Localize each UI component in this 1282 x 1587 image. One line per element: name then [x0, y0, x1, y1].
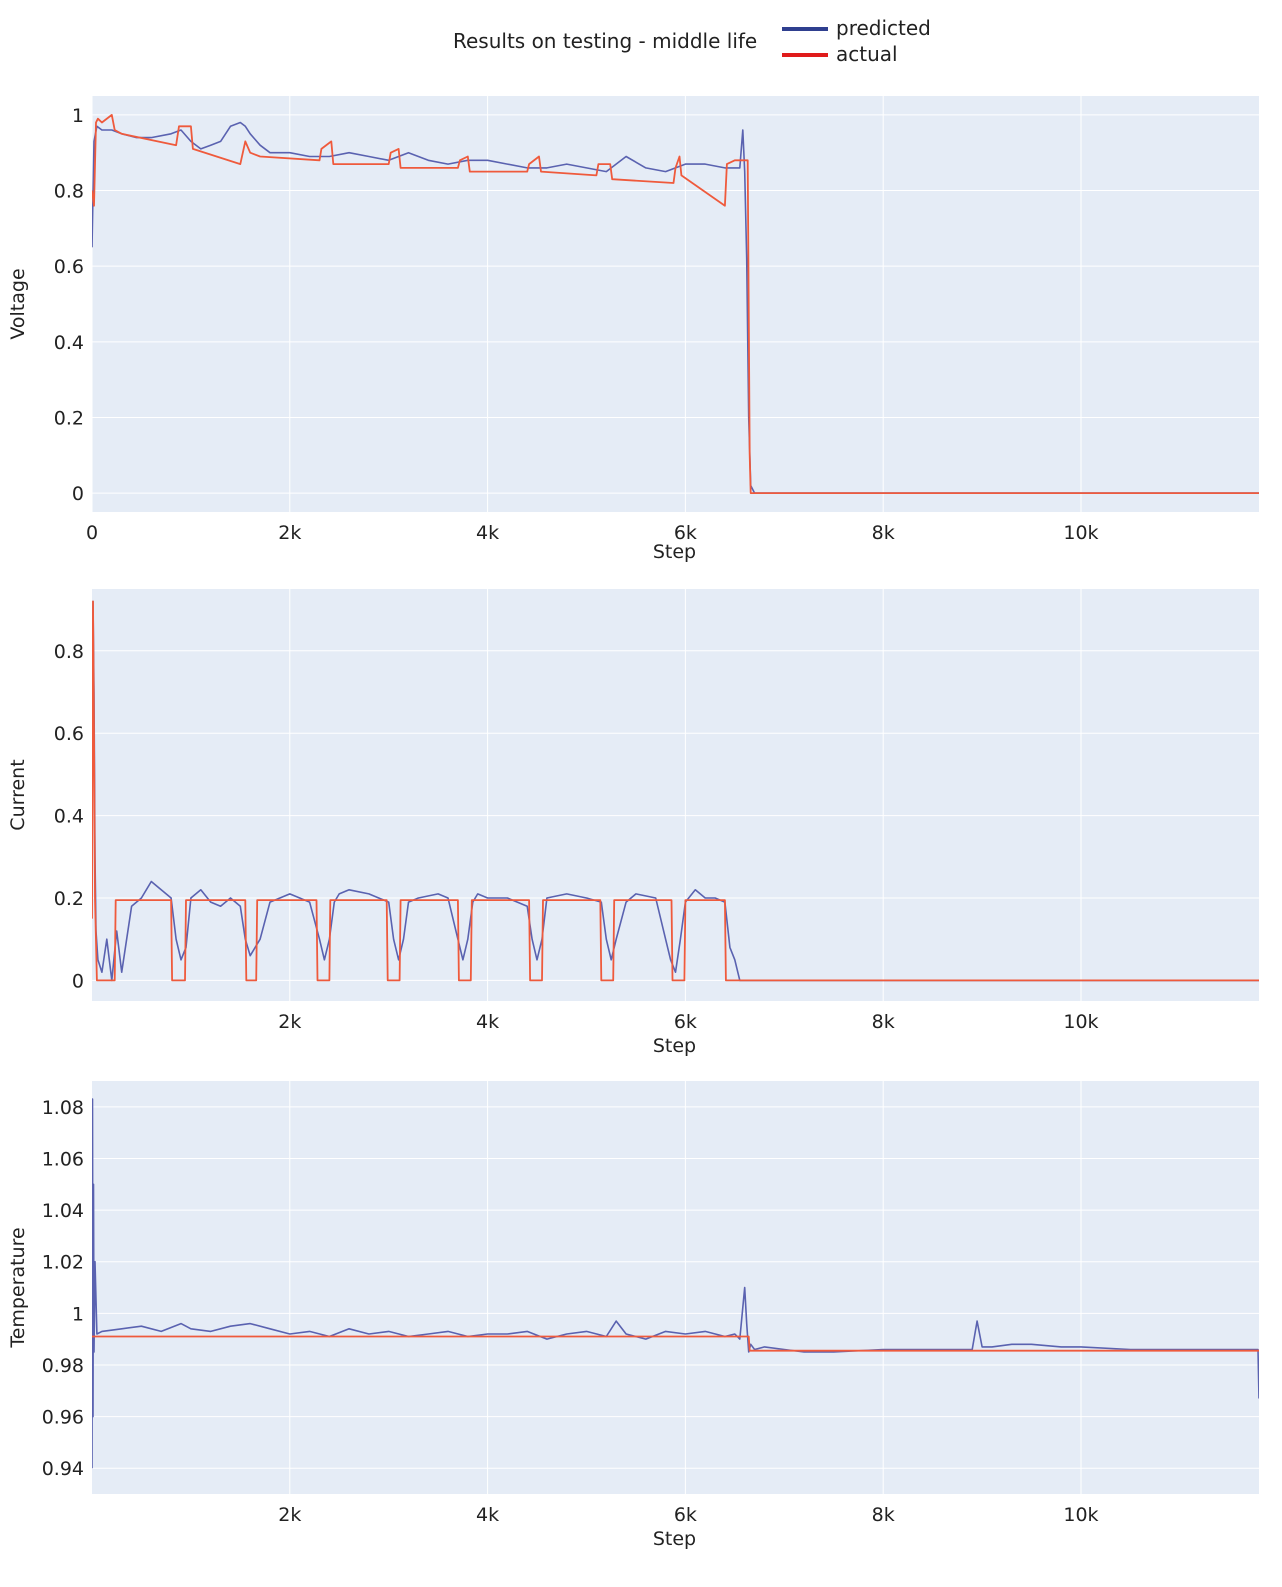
- x-tick-label: 0: [86, 522, 98, 544]
- x-tick-label: 6k: [674, 522, 697, 544]
- legend-label-actual: actual: [836, 42, 898, 66]
- y-axis-title: Temperature: [7, 1227, 29, 1348]
- y-tick-label: 1: [72, 105, 84, 127]
- plot-background: [92, 1081, 1259, 1494]
- series-line-actual: [92, 600, 1259, 982]
- chart-title: Results on testing - middle life: [453, 29, 758, 53]
- x-tick-label: 10k: [1063, 1011, 1098, 1033]
- legend-swatch-predicted: [782, 27, 828, 31]
- x-tick-label: 8k: [872, 522, 895, 544]
- figure-header: Results on testing - middle life predict…: [0, 0, 1282, 80]
- voltage-chart[interactable]: 0 2k 4k 6k 8k 10k 0 0.2 0.4 0.6 0.8 1 Step Voltage: [0, 80, 1282, 580]
- y-tick-label: 1.06: [42, 1148, 84, 1170]
- series-line-predicted: [92, 121, 1259, 494]
- y-tick-label: 0.4: [54, 332, 84, 354]
- series-line-actual: [92, 114, 1259, 495]
- x-axis-title: Step: [653, 1528, 696, 1550]
- y-tick-label: 0.6: [54, 256, 84, 278]
- x-tick-label: 10k: [1063, 1504, 1098, 1526]
- y-tick-label: 0.96: [42, 1407, 84, 1429]
- y-tick-label: 1: [72, 1303, 84, 1325]
- x-tick-label: 2k: [278, 522, 301, 544]
- y-tick-label: 0.8: [54, 641, 84, 663]
- y-tick-label: 0.2: [54, 407, 84, 429]
- legend-label-predicted: predicted: [836, 16, 931, 40]
- x-tick-label: 6k: [674, 1011, 697, 1033]
- y-tick-label: 0: [72, 483, 84, 505]
- series-line-predicted: [92, 600, 1259, 982]
- y-tick-label: 1.08: [42, 1097, 84, 1119]
- y-tick-label: 0.2: [54, 888, 84, 910]
- temperature-chart[interactable]: 2k 4k 6k 8k 10k 0.94 0.96 0.98 1 1.02 1.04 1.06 1.08…: [0, 1075, 1282, 1587]
- x-tick-label: 4k: [476, 522, 499, 544]
- x-tick-label: 2k: [278, 1504, 301, 1526]
- y-tick-label: 0.98: [42, 1355, 84, 1377]
- y-tick-label: 0: [72, 970, 84, 992]
- y-tick-label: 0.8: [54, 181, 84, 203]
- plot-background: [92, 589, 1259, 1001]
- x-tick-label: 4k: [476, 1504, 499, 1526]
- x-tick-label: 10k: [1063, 522, 1098, 544]
- x-tick-label: 4k: [476, 1011, 499, 1033]
- y-axis-title: Voltage: [7, 268, 29, 339]
- x-axis-title: Step: [653, 1035, 696, 1057]
- x-axis-title: Step: [653, 541, 696, 563]
- x-tick-label: 8k: [872, 1504, 895, 1526]
- x-tick-label: 2k: [278, 1011, 301, 1033]
- y-tick-label: 0.4: [54, 806, 84, 828]
- y-tick-label: 0.94: [42, 1458, 84, 1480]
- y-tick-label: 0.6: [54, 723, 84, 745]
- y-tick-label: 1.02: [42, 1252, 84, 1274]
- legend-swatch-actual: [782, 53, 828, 57]
- x-tick-label: 6k: [674, 1504, 697, 1526]
- x-tick-label: 8k: [872, 1011, 895, 1033]
- plot-background: [92, 96, 1259, 512]
- y-axis-title: Current: [7, 759, 29, 830]
- current-chart[interactable]: 2k 4k 6k 8k 10k 0 0.2 0.4 0.6 0.8 Step Current: [0, 580, 1282, 1075]
- y-tick-label: 1.04: [42, 1200, 84, 1222]
- series-line-actual: [92, 1335, 1259, 1352]
